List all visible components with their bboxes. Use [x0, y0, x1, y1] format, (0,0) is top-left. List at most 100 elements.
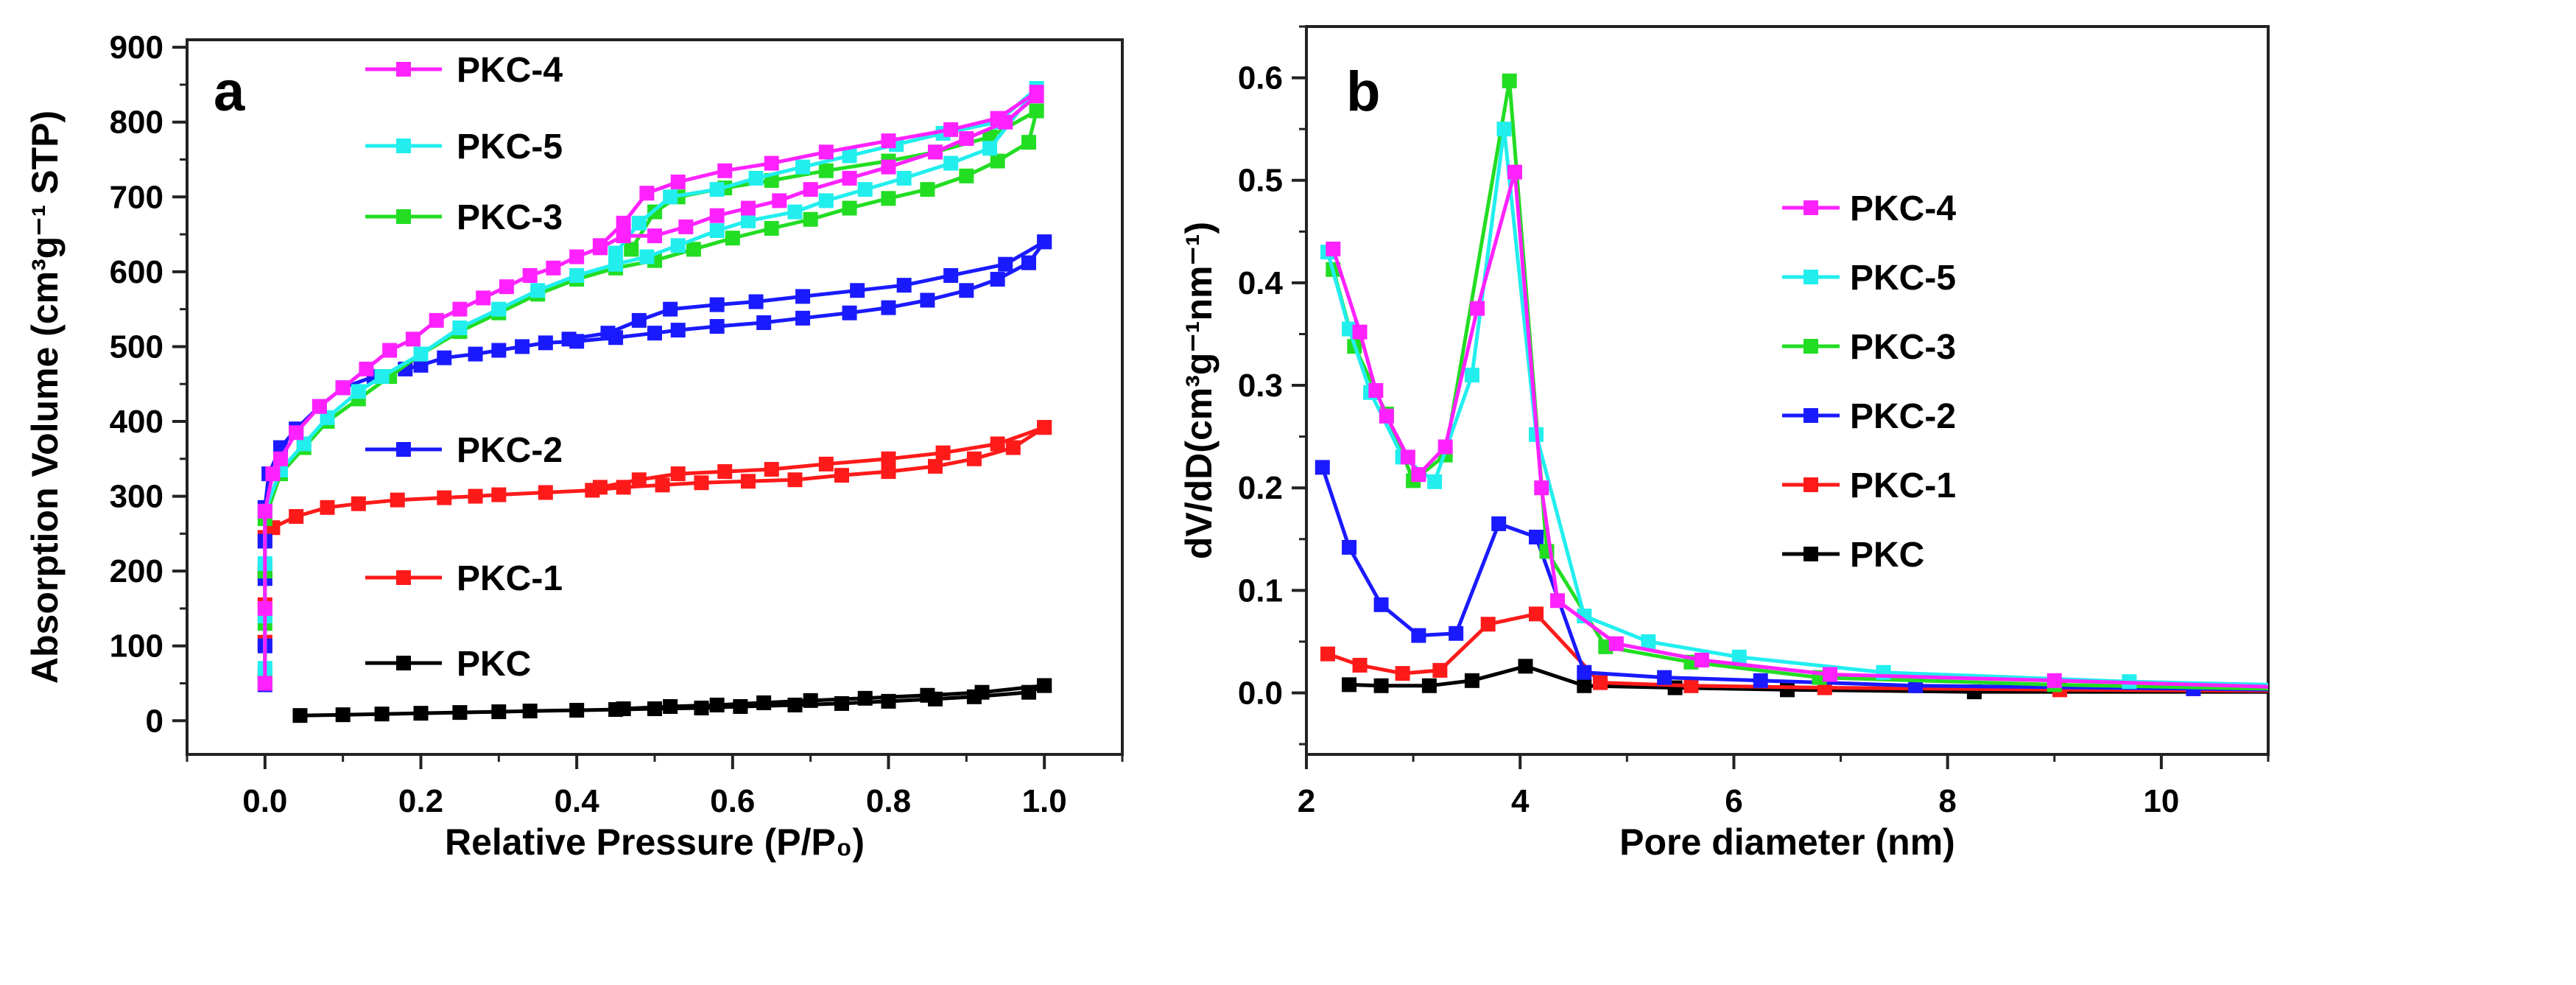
data-point	[959, 283, 974, 298]
data-point	[1577, 678, 1592, 693]
data-point	[1037, 234, 1052, 250]
data-point	[881, 464, 896, 480]
data-point	[2047, 673, 2062, 688]
legend-marker	[1803, 200, 1818, 215]
data-point	[1464, 368, 1479, 383]
data-point	[592, 480, 608, 495]
legend-label: PKC-4	[457, 51, 563, 90]
x-axis-title: Relative Pressure (P/P₀)	[445, 821, 865, 863]
legend: PKC-4 PKC-5 PKC-3 PKC-2 PKC-1 PKC	[365, 51, 563, 684]
data-point	[1437, 439, 1453, 455]
data-point	[546, 260, 561, 276]
data-point	[1029, 85, 1044, 100]
y-tick-label: 0.0	[1238, 676, 1283, 712]
legend-item: PKC-1	[365, 559, 563, 598]
data-point	[265, 466, 281, 482]
data-point	[631, 312, 647, 328]
data-point	[413, 346, 429, 362]
series-pkc-5	[257, 81, 1044, 676]
x-tick-label: 2	[1298, 783, 1315, 819]
data-point	[857, 690, 873, 706]
x-axis-title: Pore diameter (nm)	[1619, 821, 1955, 863]
data-point	[515, 339, 530, 354]
data-point	[530, 283, 546, 298]
x-tick-label: 6	[1725, 783, 1742, 819]
data-point	[600, 326, 616, 341]
data-point	[616, 215, 631, 231]
data-point	[756, 315, 772, 330]
data-point	[437, 350, 452, 365]
data-point	[850, 283, 865, 298]
data-point	[1480, 617, 1496, 632]
data-point	[709, 223, 725, 239]
data-point	[257, 600, 272, 616]
data-point	[772, 193, 787, 208]
data-point	[1470, 301, 1485, 316]
data-point	[413, 706, 429, 721]
data-point	[452, 705, 468, 721]
data-point	[616, 701, 631, 717]
data-point	[1373, 597, 1389, 612]
data-point	[1491, 516, 1507, 531]
data-point	[959, 131, 974, 147]
data-point	[896, 278, 912, 293]
data-point	[608, 245, 624, 261]
series-line-adsorption	[263, 240, 1046, 685]
data-point	[1315, 460, 1330, 475]
y-tick-label: 500	[110, 329, 163, 365]
data-point	[920, 687, 935, 703]
data-point	[725, 231, 740, 246]
data-point	[881, 133, 896, 149]
data-point	[670, 466, 686, 482]
data-point	[990, 111, 1005, 126]
legend-marker	[396, 139, 411, 153]
legend-item: PKC-4	[1782, 189, 1956, 228]
legend-item: PKC	[365, 645, 531, 684]
data-point	[881, 300, 896, 315]
data-point	[943, 122, 959, 137]
legend-marker	[1803, 339, 1818, 354]
data-point	[437, 490, 452, 505]
data-point	[803, 211, 818, 227]
data-point	[1029, 103, 1044, 119]
data-point	[647, 326, 662, 341]
data-point	[320, 410, 335, 425]
data-point	[1780, 682, 1795, 698]
data-point	[374, 707, 390, 722]
data-point	[670, 238, 686, 253]
data-point	[756, 695, 772, 710]
data-point	[818, 144, 834, 160]
data-point	[1326, 241, 1341, 256]
data-point	[1427, 474, 1443, 489]
data-point	[1657, 670, 1672, 685]
data-point	[1037, 678, 1052, 693]
data-point	[709, 319, 725, 334]
data-point	[257, 676, 272, 691]
data-point	[1593, 675, 1608, 690]
data-point	[1753, 673, 1768, 688]
data-point	[292, 708, 308, 723]
data-point	[1496, 122, 1512, 137]
series-pkc	[292, 678, 1052, 723]
data-point	[1005, 440, 1021, 455]
data-point	[1683, 678, 1699, 693]
data-point	[257, 503, 272, 519]
data-point	[335, 707, 351, 723]
data-point	[1449, 625, 1464, 641]
data-point	[413, 357, 429, 373]
data-point	[569, 267, 585, 283]
data-point	[1694, 652, 1709, 667]
data-point	[1432, 662, 1448, 678]
data-point	[842, 200, 857, 216]
y-tick-label: 300	[110, 479, 163, 515]
data-point	[670, 323, 686, 338]
data-point	[741, 200, 756, 216]
data-point	[803, 182, 818, 197]
data-point	[289, 509, 304, 525]
data-point	[881, 191, 896, 206]
y-axis-title: dV/dD(cm³g⁻¹nm⁻¹)	[1178, 222, 1220, 559]
data-point	[538, 485, 553, 500]
data-point	[748, 294, 764, 309]
data-point	[748, 170, 764, 186]
